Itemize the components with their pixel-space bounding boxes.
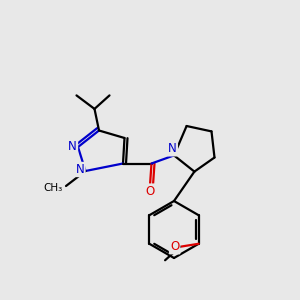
Text: O: O: [170, 240, 179, 253]
Text: N: N: [168, 142, 177, 155]
Text: N: N: [68, 140, 77, 154]
Text: N: N: [76, 163, 85, 176]
Text: O: O: [146, 184, 154, 198]
Text: CH₃: CH₃: [43, 183, 62, 194]
